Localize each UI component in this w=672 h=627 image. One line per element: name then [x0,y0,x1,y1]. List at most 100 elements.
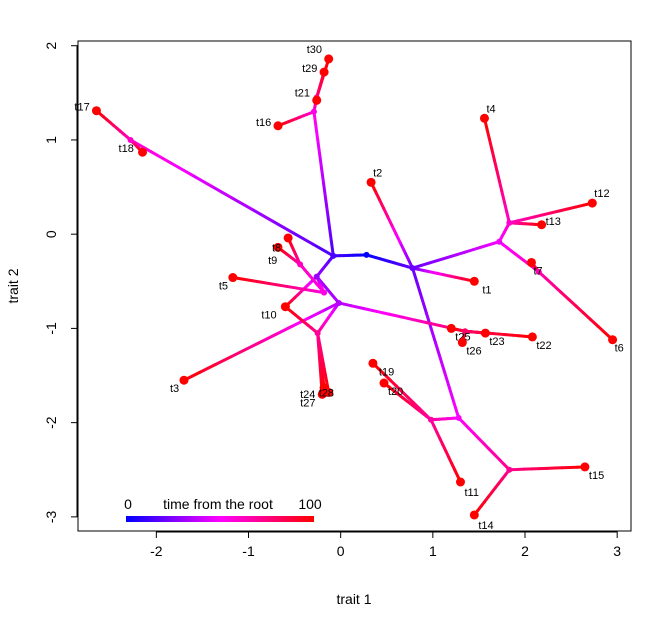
tip-point-t25 [446,323,456,333]
tip-label-t10: t10 [261,310,276,322]
branch-n15-t5 [231,276,326,295]
node-n4 [310,108,317,115]
tip-label-t30: t30 [307,44,322,56]
tip-label-t24: t24 [300,389,315,401]
branch-layer [94,57,615,517]
x-tick-label-5: 3 [613,543,621,559]
plot-frame [77,40,632,532]
tip-label-t27: t27 [300,397,315,409]
branch-n1-n3 [315,254,335,279]
tip-point-t14 [469,510,479,520]
y-tick-label-3: 0 [43,230,59,238]
tip-point-t8 [273,242,283,252]
node-n1 [330,252,337,259]
branch-n11-t15 [507,465,587,472]
branch-n4-t16 [276,110,316,128]
tip-point-t18 [138,147,148,157]
branch-n2-t1 [411,266,476,283]
tip-point-t1 [469,276,479,286]
tip-label-t20: t20 [388,386,403,398]
x-tick-label-4: 2 [521,543,529,559]
tip-point-t11 [455,477,465,487]
x-axis: -2 -1 0 1 2 3 [150,531,621,559]
legend-gradient-bar [126,516,314,522]
tip-point-t26 [457,338,467,348]
branch-n12-t3 [182,301,341,382]
tip-point-t23 [480,328,490,338]
y-tick-label-2: -1 [43,322,59,335]
tip-label-t8: t8 [272,242,281,254]
tip-point-t20 [379,378,389,388]
node-n3 [313,273,320,280]
tip-label-t7: t7 [533,265,542,277]
branch-n7-t13 [507,221,544,227]
tip-point-t30 [324,54,334,64]
tip-point-t29 [319,67,329,77]
branch-n8-t6 [537,270,615,342]
tip-label-t21: t21 [295,87,310,99]
node-n13 [314,330,321,337]
legend-title: time from the root [163,496,273,512]
branch-n10-t11 [429,418,462,484]
branch-n12-n16 [337,301,467,333]
tip-point-t13 [537,220,547,230]
y-tick-label-1: -2 [43,416,59,429]
tip-point-t22 [527,332,537,342]
node-n6 [496,238,503,245]
tip-label-t2: t2 [373,167,382,179]
tip-label-t4: t4 [486,103,495,115]
node-n14 [297,261,304,268]
branch-n1-n4 [312,110,335,258]
branch-n5-t17 [94,109,133,142]
tip-label-t1: t1 [482,284,491,296]
tip-point-t4 [479,113,489,123]
tip-point-t16 [273,121,283,131]
tip-label-t16: t16 [256,117,271,129]
tip-label-t11: t11 [464,487,478,499]
tip-label-t6: t6 [615,343,624,355]
tip-point-t17 [91,106,101,116]
tip-label-t22: t22 [536,340,551,352]
x-tick-label-1: -1 [242,543,255,559]
tip-label-t12: t12 [594,188,609,200]
branch-n6-n7 [497,221,511,244]
y-tick-label-0: -3 [43,510,59,523]
branch-n7-t4 [482,116,511,225]
branch-n11-t14 [472,468,511,517]
tip-point-t28 [324,387,334,397]
tip-point-t15 [580,462,590,472]
branch-n13-t10 [283,305,320,335]
tip-point-t9 [283,233,293,243]
node-n2 [409,265,416,272]
tip-label-t26: t26 [466,346,481,358]
tip-point-t6 [608,335,618,345]
branch-n2-n9 [411,266,461,420]
node-n12 [335,299,342,306]
node-root [363,251,370,258]
tip-point-t2 [366,177,376,187]
node-n11 [506,466,513,473]
tip-point-t21 [312,95,322,105]
tip-point-t10 [280,302,290,312]
branch-n2-n6 [411,240,501,270]
tip-label-t9: t9 [268,255,277,267]
tip-label-t23: t23 [489,336,504,348]
tip-label-t18: t18 [119,143,134,155]
tip-label-t13: t13 [546,216,561,228]
node-n5 [127,136,134,143]
tip-point-t5 [228,273,238,283]
branch-n9-n10 [429,416,461,422]
legend-min-label: 0 [124,496,132,512]
x-axis-title: trait 1 [336,591,371,607]
tip-point-t12 [587,198,597,208]
y-tick-label-5: 2 [43,42,59,50]
node-layer [127,94,542,473]
color-legend: 0 time from the root 100 [124,496,322,522]
tip-label-t17: t17 [74,102,89,114]
tip-label-t5: t5 [219,281,228,293]
branch-n2-t2 [369,180,415,270]
y-axis-title: trait 2 [5,268,21,303]
tip-point-t3 [179,375,189,385]
